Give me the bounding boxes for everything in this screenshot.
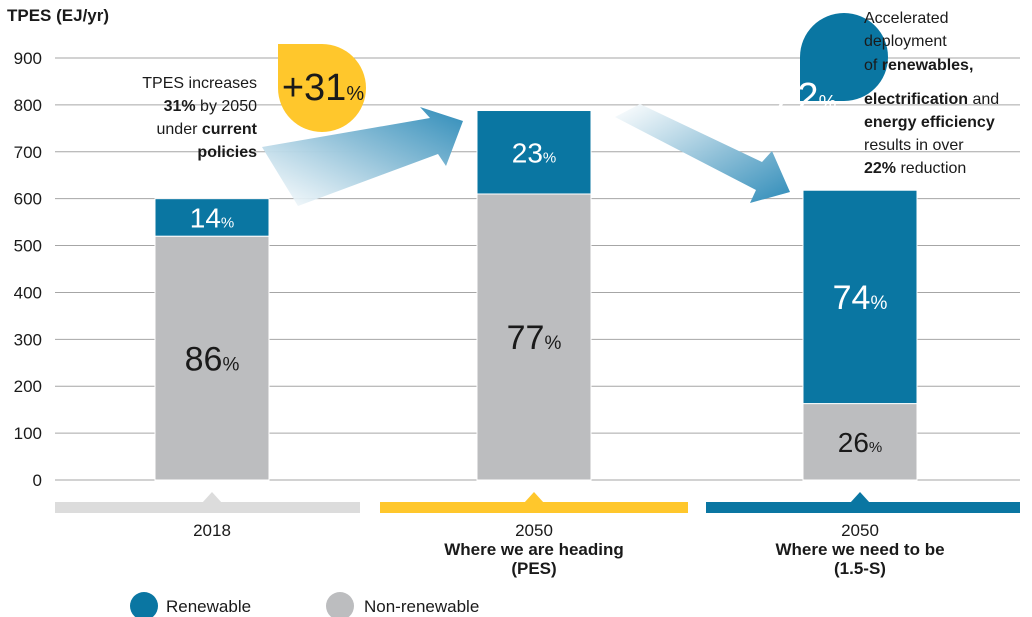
ann-right-renewables: renewables, [882, 57, 974, 74]
category-marker-0 [202, 492, 222, 503]
category-label-0-line1: 2018 [193, 521, 231, 540]
category-label-1-line3: (PES) [511, 559, 556, 578]
ann-right-electrification: electrification [864, 91, 968, 108]
legend-swatch-non-renewable [326, 592, 354, 617]
category-bands [55, 492, 1020, 513]
y-tick-label-800: 800 [14, 96, 42, 115]
legend-label-non-renewable: Non-renewable [364, 597, 479, 616]
decrease-callout-value: -22 [764, 76, 819, 118]
bar-non-renewable-2 [802, 403, 918, 481]
ann-right-22: 22% [864, 160, 896, 177]
increase-callout-unit: % [346, 83, 364, 105]
bar-label-value-non-renewable-2: 26 [838, 427, 869, 458]
bar-label-value-renewable-2: 74 [833, 279, 871, 317]
ann-left-bold-31: 31% [164, 98, 196, 115]
category-band-0 [55, 502, 360, 513]
category-label-2-line2: Where we need to be [775, 540, 944, 559]
bar-label-renewable-1: 23% [512, 137, 557, 168]
decrease-callout-unit: % [819, 92, 837, 114]
decrease-arrow [615, 104, 790, 203]
y-tick-label-400: 400 [14, 283, 42, 302]
category-marker-2 [850, 492, 870, 503]
ann-right-line2: deployment [864, 33, 947, 50]
bar-label-non-renewable-1: 77% [507, 319, 562, 357]
ann-right-of: of [864, 57, 882, 74]
y-tick-label-100: 100 [14, 424, 42, 443]
category-band-2 [706, 502, 1020, 513]
decrease-callout-text: -22% [764, 76, 837, 118]
bars: 86%14%77%23%26%74% [154, 110, 918, 481]
bar-renewable-0 [154, 198, 270, 237]
reduction-annotation: Accelerated deployment of renewables, el… [864, 10, 999, 177]
category-label-2-line3: (1.5-S) [834, 559, 886, 578]
bar-label-value-non-renewable-0: 86 [185, 340, 223, 378]
bar-label-unit-non-renewable-1: % [544, 333, 561, 354]
bar-label-value-renewable-0: 14 [190, 203, 221, 234]
ann-right-and: and [968, 91, 999, 108]
category-marker-1 [524, 492, 544, 503]
category-label-2-line1: 2050 [841, 521, 879, 540]
category-label-1-line2: Where we are heading [444, 540, 624, 559]
ann-left-line1: TPES increases [142, 75, 257, 92]
bar-label-renewable-0: 14% [190, 203, 235, 234]
ann-right-energy-efficiency: energy efficiency [864, 114, 995, 131]
bar-label-value-renewable-1: 23 [512, 137, 543, 168]
ann-right-line6: results in over [864, 137, 964, 154]
increase-callout-value: +31 [282, 67, 346, 109]
y-tick-label-700: 700 [14, 143, 42, 162]
increase-callout: +31% [278, 44, 366, 132]
increase-annotation: TPES increases 31% by 2050 under current… [142, 75, 257, 161]
ann-right-reduction: reduction [896, 160, 966, 177]
bar-label-non-renewable-2: 26% [838, 427, 883, 458]
bar-renewable-1 [476, 110, 592, 195]
ann-left-by2050: by 2050 [196, 98, 257, 115]
y-tick-label-300: 300 [14, 330, 42, 349]
ann-left-policies: policies [197, 144, 257, 161]
y-tick-label-500: 500 [14, 237, 42, 256]
ann-right-line1: Accelerated [864, 10, 949, 27]
increase-callout-bubble [278, 44, 366, 132]
bar-label-value-non-renewable-1: 77 [507, 319, 545, 357]
decrease-callout-bubble [800, 13, 888, 101]
bar-non-renewable-1 [476, 193, 592, 481]
bar-label-non-renewable-0: 86% [185, 340, 240, 378]
category-band-1 [380, 502, 688, 513]
bar-renewable-2 [802, 189, 918, 405]
y-tick-label-200: 200 [14, 377, 42, 396]
increase-arrow [262, 107, 463, 206]
category-label-1-line1: 2050 [515, 521, 553, 540]
bar-label-unit-renewable-0: % [221, 215, 234, 232]
increase-callout-text: +31% [282, 67, 364, 109]
bar-label-unit-non-renewable-0: % [222, 354, 239, 375]
legend: Renewable Non-renewable [130, 592, 479, 617]
ann-left-under: under [157, 121, 202, 138]
bar-label-unit-non-renewable-2: % [869, 439, 882, 456]
y-tick-label-0: 0 [33, 471, 42, 490]
ann-right-line7: 22% reduction [864, 160, 966, 177]
ann-left-line3: under current [157, 121, 258, 138]
y-axis-ticks: 0 100 200 300 400 500 600 700 800 900 [14, 49, 42, 490]
y-axis-title: TPES (EJ/yr) [7, 6, 109, 25]
bar-label-unit-renewable-2: % [870, 293, 887, 314]
ann-left-current: current [202, 121, 258, 138]
bar-label-unit-renewable-1: % [543, 149, 556, 166]
ann-right-line4: electrification and [864, 91, 999, 108]
legend-label-renewable: Renewable [166, 597, 251, 616]
ann-left-line2: 31% by 2050 [164, 98, 258, 115]
y-tick-label-900: 900 [14, 49, 42, 68]
decrease-callout: -22% [764, 13, 888, 118]
legend-swatch-renewable [130, 592, 158, 617]
y-tick-label-600: 600 [14, 190, 42, 209]
bar-label-renewable-2: 74% [833, 279, 888, 317]
ann-right-line3: of renewables, [864, 57, 973, 74]
